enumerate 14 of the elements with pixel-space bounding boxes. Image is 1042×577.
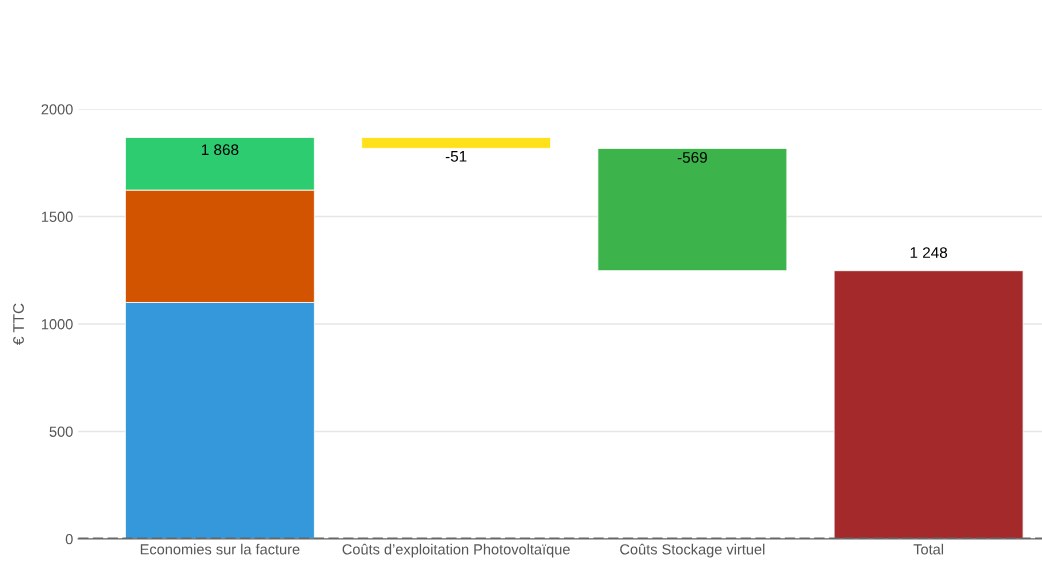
x-tick-label: Economies sur la facture [140,543,300,555]
x-tick-label: Total [913,543,944,555]
data-label: 1 248 [910,247,948,258]
x-tick-label: Coûts Stockage virtuel [620,543,765,558]
y-tick-label: 1500 [41,211,73,222]
data-label: -51 [445,151,467,162]
y-tick-label: 0 [65,534,73,545]
data-label: -569 [677,152,707,163]
y-axis-title: € TTC [13,303,24,345]
y-tick-label: 500 [49,426,73,437]
x-tick-label: Coûts d’exploitation Photovoltaïque [342,543,570,558]
y-tick-label: 1000 [41,319,73,330]
total-label: 1 868 [201,144,239,156]
y-tick-label: 2000 [41,104,73,115]
